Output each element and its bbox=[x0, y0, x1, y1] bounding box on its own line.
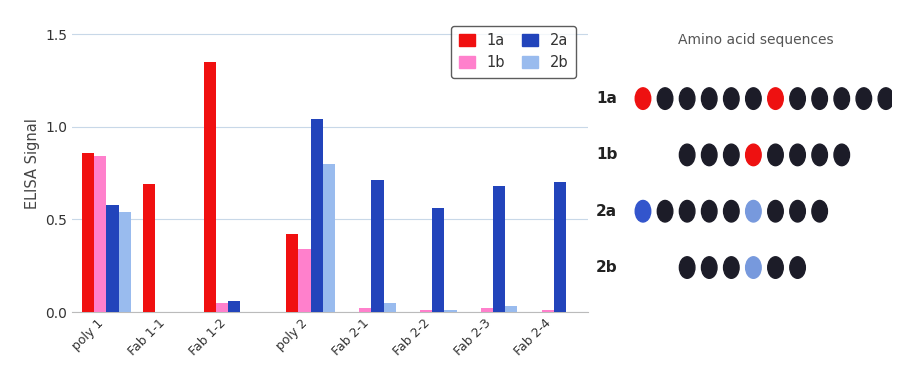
Ellipse shape bbox=[812, 144, 827, 166]
Ellipse shape bbox=[746, 200, 761, 222]
Ellipse shape bbox=[790, 144, 805, 166]
Bar bbox=[82, 152, 95, 312]
Bar bbox=[444, 310, 457, 312]
Ellipse shape bbox=[768, 88, 783, 109]
Ellipse shape bbox=[679, 88, 695, 109]
Bar bbox=[143, 184, 155, 312]
Text: Amino acid sequences: Amino acid sequences bbox=[678, 34, 833, 47]
Ellipse shape bbox=[658, 88, 673, 109]
Bar bbox=[119, 212, 131, 312]
Ellipse shape bbox=[635, 200, 651, 222]
Text: 2b: 2b bbox=[596, 260, 617, 275]
Ellipse shape bbox=[812, 200, 827, 222]
Bar bbox=[505, 307, 517, 312]
Ellipse shape bbox=[702, 88, 717, 109]
Ellipse shape bbox=[856, 88, 871, 109]
Y-axis label: ELISA Signal: ELISA Signal bbox=[24, 118, 40, 209]
Ellipse shape bbox=[746, 88, 761, 109]
Ellipse shape bbox=[658, 200, 673, 222]
Bar bbox=[228, 301, 241, 312]
Ellipse shape bbox=[724, 257, 739, 278]
Ellipse shape bbox=[724, 200, 739, 222]
Bar bbox=[371, 181, 384, 312]
Ellipse shape bbox=[702, 257, 717, 278]
Bar bbox=[481, 308, 493, 312]
Ellipse shape bbox=[635, 88, 651, 109]
Ellipse shape bbox=[746, 257, 761, 278]
Bar bbox=[554, 183, 566, 312]
Ellipse shape bbox=[790, 200, 805, 222]
Bar bbox=[287, 234, 298, 312]
Ellipse shape bbox=[768, 257, 783, 278]
Bar bbox=[204, 62, 216, 312]
Bar bbox=[493, 186, 505, 312]
Ellipse shape bbox=[724, 144, 739, 166]
Bar bbox=[420, 310, 432, 312]
Text: 1a: 1a bbox=[596, 91, 617, 106]
Bar bbox=[216, 303, 228, 312]
Ellipse shape bbox=[834, 88, 850, 109]
Ellipse shape bbox=[702, 144, 717, 166]
Ellipse shape bbox=[834, 144, 850, 166]
Ellipse shape bbox=[790, 88, 805, 109]
Ellipse shape bbox=[768, 144, 783, 166]
Bar bbox=[542, 310, 554, 312]
Ellipse shape bbox=[768, 200, 783, 222]
Bar bbox=[384, 303, 396, 312]
Text: 2a: 2a bbox=[596, 204, 617, 219]
Ellipse shape bbox=[746, 144, 761, 166]
Legend: 1a, 1b, 2a, 2b: 1a, 1b, 2a, 2b bbox=[451, 26, 576, 78]
Bar bbox=[323, 164, 335, 312]
Ellipse shape bbox=[679, 200, 695, 222]
Bar bbox=[106, 204, 119, 312]
Text: 1b: 1b bbox=[596, 147, 617, 162]
Ellipse shape bbox=[679, 144, 695, 166]
Bar bbox=[298, 249, 311, 312]
Bar bbox=[311, 119, 323, 312]
Ellipse shape bbox=[724, 88, 739, 109]
Ellipse shape bbox=[878, 88, 894, 109]
Ellipse shape bbox=[702, 200, 717, 222]
Ellipse shape bbox=[679, 257, 695, 278]
Bar bbox=[432, 208, 444, 312]
Ellipse shape bbox=[790, 257, 805, 278]
Ellipse shape bbox=[812, 88, 827, 109]
Bar bbox=[95, 156, 106, 312]
Bar bbox=[359, 308, 371, 312]
